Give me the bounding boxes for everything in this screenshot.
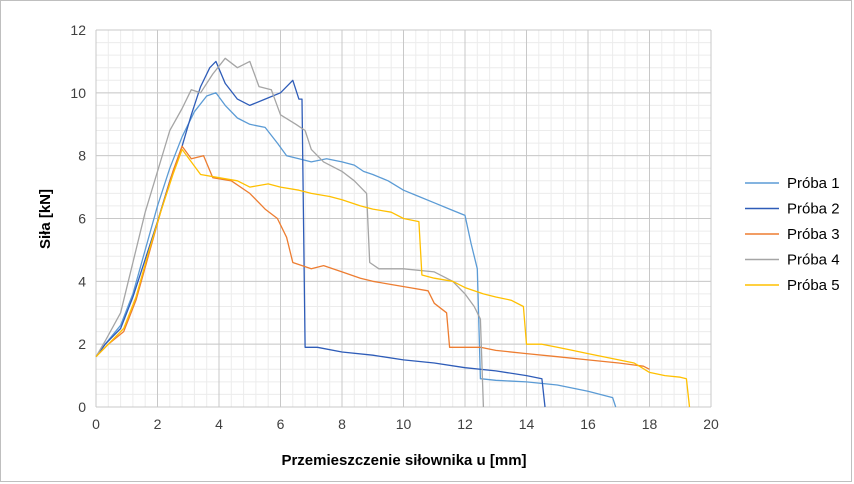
y-tick-label: 10: [70, 85, 86, 101]
series-line-4: [95, 57, 485, 408]
legend: Próba 1 Próba 2 Próba 3 Próba 4 Próba 5: [745, 175, 840, 294]
x-tick-label: 20: [703, 416, 719, 432]
x-tick-label: 0: [92, 416, 100, 432]
y-axis-title: Siła [kN]: [37, 189, 54, 249]
x-tick-label: 8: [338, 416, 346, 432]
y-tick-label: 4: [78, 273, 86, 289]
legend-label-4: Próba 4: [787, 252, 840, 269]
tick-labels: 0 2 4 6 8 10 12 14 16 18 20 0 2 4 6 8 10 12: [70, 22, 719, 432]
x-tick-label: 4: [215, 416, 223, 432]
x-axis-title: Przemieszczenie siłownika u [mm]: [281, 452, 526, 469]
legend-label-3: Próba 3: [787, 226, 840, 243]
x-tick-label: 12: [457, 416, 473, 432]
y-tick-label: 8: [78, 148, 86, 164]
y-tick-label: 2: [78, 336, 86, 352]
y-tick-label: 0: [78, 399, 86, 415]
grid: [95, 29, 712, 408]
y-tick-label: 12: [70, 22, 86, 38]
x-tick-label: 18: [642, 416, 658, 432]
legend-label-2: Próba 2: [787, 201, 840, 218]
x-tick-label: 14: [519, 416, 535, 432]
legend-label-1: Próba 1: [787, 175, 840, 192]
series-layer: [95, 57, 691, 408]
x-tick-label: 2: [154, 416, 162, 432]
series-line-5: [95, 148, 691, 408]
legend-label-5: Próba 5: [787, 277, 840, 294]
y-tick-label: 6: [78, 211, 86, 227]
series-line-3: [95, 145, 650, 370]
x-tick-label: 16: [580, 416, 596, 432]
x-tick-label: 10: [396, 416, 412, 432]
series-line-1: [95, 92, 617, 408]
x-tick-label: 6: [277, 416, 285, 432]
